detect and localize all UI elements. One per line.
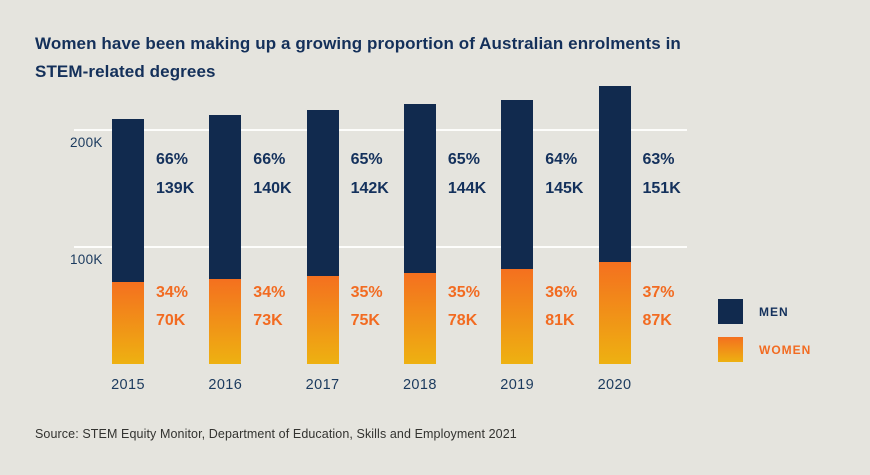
legend-item-women: WOMEN [718,337,811,362]
label-women-percent-2017: 35% [350,284,383,301]
x-axis-label-2018: 2018 [402,377,437,393]
y-tick-label-100K: 100K [70,252,103,267]
gridline-100K [74,246,687,248]
legend: MEN WOMEN [718,299,811,375]
bar-women-2019 [501,269,534,364]
legend-label-women: WOMEN [759,342,812,357]
bar-men-2016 [209,114,242,279]
label-women-value-2017: 75K [350,312,380,329]
label-men-percent-2018: 65% [447,151,480,168]
label-men-value-2017: 142K [350,180,389,197]
chart-title-line-2: STEM-related degrees [35,62,216,81]
label-women-percent-2018: 35% [447,284,480,301]
bar-men-2015 [112,119,144,283]
x-axis-label-2019: 2019 [500,377,535,393]
label-women-percent-2015: 34% [156,284,189,301]
x-axis-label-2016: 2016 [208,377,243,393]
chart-title: Women have been making up a growing prop… [35,30,681,86]
label-men-percent-2015: 66% [156,151,189,168]
label-men-value-2015: 139K [156,180,195,197]
label-women-percent-2019: 36% [545,284,578,301]
label-men-value-2020: 151K [642,180,681,197]
gridline-200K [74,129,687,131]
label-women-percent-2020: 37% [642,284,675,301]
label-women-value-2019: 81K [545,312,575,329]
label-women-value-2018: 78K [447,312,478,329]
legend-label-men: MEN [759,304,789,319]
bar-men-2019 [501,99,534,270]
source-note: Source: STEM Equity Monitor, Department … [35,427,517,441]
label-men-value-2018: 144K [447,180,487,197]
label-men-value-2019: 145K [545,180,584,197]
label-women-value-2020: 87K [642,312,672,329]
legend-item-men: MEN [718,299,811,324]
label-men-percent-2020: 63% [642,151,675,168]
label-men-value-2016: 140K [253,180,292,197]
label-men-percent-2016: 66% [253,151,286,168]
label-women-value-2016: 73K [253,312,283,329]
women-color-swatch [718,337,743,362]
bar-men-2017 [306,110,339,277]
men-color-swatch [718,299,743,324]
bar-women-2020 [598,262,631,364]
x-axis-label-2020: 2020 [597,377,632,393]
label-women-percent-2016: 34% [253,284,286,301]
bar-women-2016 [209,278,242,364]
label-men-percent-2017: 65% [350,151,383,168]
label-men-percent-2019: 64% [545,151,578,168]
label-women-value-2015: 70K [156,312,186,329]
x-axis-label-2017: 2017 [305,377,340,393]
bar-men-2018 [403,104,436,273]
bar-women-2017 [306,276,339,364]
bar-women-2015 [112,282,144,364]
bar-men-2020 [598,85,631,263]
y-tick-label-200K: 200K [70,135,103,150]
bar-women-2018 [403,272,436,364]
x-axis-label-2015: 2015 [111,377,145,393]
chart-title-line-1: Women have been making up a growing prop… [35,34,681,53]
